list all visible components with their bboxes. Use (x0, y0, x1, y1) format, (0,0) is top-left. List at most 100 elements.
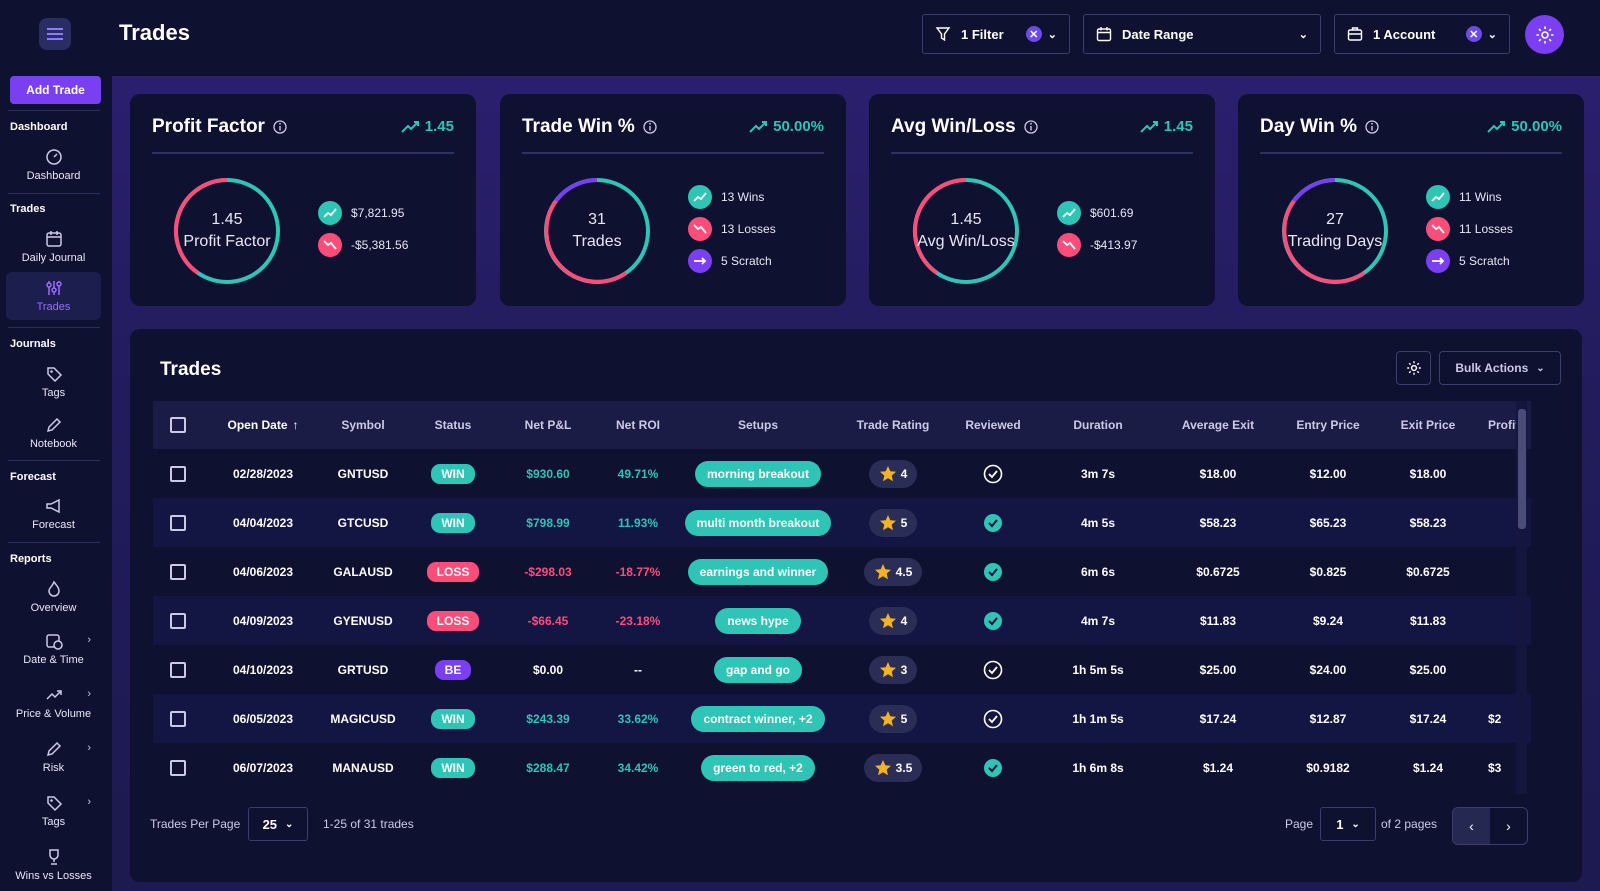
sidebar-item-price-volume[interactable]: Price & Volume › (6, 686, 101, 720)
cell-reviewed[interactable] (948, 449, 1038, 498)
tag-icon (46, 796, 62, 812)
settings-button[interactable] (1525, 15, 1564, 54)
date-range-button[interactable]: Date Range ⌄ (1083, 14, 1321, 54)
row-checkbox[interactable] (169, 694, 187, 743)
col-setups[interactable]: Setups (737, 418, 778, 432)
card-metric-value: 1.45 (424, 118, 454, 135)
select-all-checkbox[interactable] (169, 401, 187, 449)
setup-tag[interactable]: multi month breakout (684, 509, 832, 536)
trend-up-icon (1426, 185, 1450, 209)
page-label: Page (1285, 817, 1314, 831)
sidebar-item-forecast[interactable]: Forecast (6, 497, 101, 531)
col-duration[interactable]: Duration (1073, 418, 1123, 432)
info-icon[interactable] (1024, 120, 1038, 134)
sidebar-item-date-time[interactable]: Date & Time › (6, 632, 101, 666)
table-row[interactable]: 06/07/2023 MANAUSD WIN $288.47 34.42% green t… (153, 743, 1531, 792)
setup-tag[interactable]: morning breakout (694, 460, 821, 487)
table-row[interactable]: 06/05/2023 MAGICUSD WIN $243.39 33.62% contra… (153, 694, 1531, 743)
cell-status: WIN (413, 743, 493, 792)
col-profit[interactable]: Profit (1488, 418, 1520, 432)
legend-text: 5 Scratch (721, 254, 772, 268)
col-average-exit[interactable]: Average Exit (1181, 418, 1255, 432)
cell-setup: multi month breakout (678, 498, 838, 547)
col-reviewed[interactable]: Reviewed (965, 418, 1021, 432)
sidebar-item-dashboard[interactable]: Dashboard (6, 148, 101, 182)
col-net-roi[interactable]: Net ROI (615, 418, 660, 432)
cell-reviewed[interactable] (948, 547, 1038, 596)
sidebar-item-risk[interactable]: Risk › (6, 740, 101, 774)
star-icon (879, 710, 896, 726)
row-checkbox[interactable] (169, 743, 187, 792)
sidebar-item-trades[interactable]: Trades (6, 272, 101, 320)
menu-toggle-button[interactable] (39, 18, 71, 50)
col-open-date[interactable]: Open Date ↑ (213, 401, 313, 449)
cell-duration: 4m 5s (1080, 515, 1116, 530)
row-checkbox[interactable] (169, 645, 187, 694)
sidebar-item-wins-losses[interactable]: Wins vs Losses (6, 848, 101, 882)
info-icon[interactable] (1365, 120, 1379, 134)
cell-reviewed[interactable] (948, 694, 1038, 743)
clear-account-icon[interactable]: ✕ (1465, 26, 1482, 42)
prev-page-button[interactable]: ‹ (1453, 808, 1490, 844)
col-entry-price[interactable]: Entry Price (1296, 418, 1360, 432)
bulk-actions-button[interactable]: Bulk Actions ⌄ (1439, 351, 1561, 385)
setup-tag[interactable]: news hype (715, 607, 801, 634)
setup-tag[interactable]: earnings and winner (687, 558, 829, 585)
gauge-label: Profit Factor (183, 233, 271, 250)
page-select[interactable]: 1 ⌄ (1320, 807, 1376, 841)
cell-reviewed[interactable] (948, 596, 1038, 645)
gauge-value: 27 (1326, 211, 1344, 228)
edit-icon (46, 417, 61, 433)
clear-filter-icon[interactable]: ✕ (1025, 26, 1042, 42)
cell-net-roi: 33.62% (617, 711, 659, 726)
col-trade-rating[interactable]: Trade Rating (856, 418, 930, 432)
setup-tag[interactable]: contract winner, +2 (691, 705, 825, 732)
row-checkbox[interactable] (169, 596, 187, 645)
table-row[interactable]: 04/10/2023 GRTUSD BE $0.00 -- gap and go 3 1h 5… (153, 645, 1531, 694)
next-page-button[interactable]: › (1490, 808, 1527, 844)
per-page-select[interactable]: 25 ⌄ (248, 807, 308, 841)
add-trade-button[interactable]: Add Trade (10, 76, 101, 104)
cell-rating: 4 (843, 596, 943, 645)
legend-text: 13 Losses (721, 222, 776, 236)
table-row[interactable]: 04/09/2023 GYENUSD LOSS -$66.45 -23.18% news … (153, 596, 1531, 645)
table-scrollbar-thumb[interactable] (1518, 409, 1526, 529)
setup-tag[interactable]: gap and go (714, 656, 802, 683)
col-exit-price[interactable]: Exit Price (1400, 418, 1456, 432)
star-icon (879, 661, 896, 677)
sidebar-item-notebook[interactable]: Notebook (6, 416, 101, 450)
table-row[interactable]: 04/06/2023 GALAUSD LOSS -$298.03 -18.77% earn… (153, 547, 1531, 596)
account-button[interactable]: 1 Account ✕ ⌄ (1334, 14, 1510, 54)
card-title: Trade Win % (522, 116, 657, 138)
filter-button[interactable]: 1 Filter ✕ ⌄ (922, 14, 1070, 54)
card-trade-win: Trade Win % 50.00% 31 Trades 13 Wins 13 L… (500, 94, 846, 306)
row-checkbox[interactable] (169, 498, 187, 547)
page-title: Trades (119, 20, 190, 45)
col-symbol[interactable]: Symbol (341, 418, 385, 432)
cell-reviewed[interactable] (948, 743, 1038, 792)
rating-badge: 3 (868, 655, 918, 684)
briefcase-icon (1347, 27, 1363, 41)
sidebar-item-tags[interactable]: Tags (6, 365, 101, 399)
col-status[interactable]: Status (434, 418, 472, 432)
sidebar-item-tags-report[interactable]: Tags › (6, 794, 101, 828)
table-row[interactable]: 04/04/2023 GTCUSD WIN $798.99 11.93% multi mo… (153, 498, 1531, 547)
card-avg-win-loss: Avg Win/Loss 1.45 1.45 Avg Win/Loss $601.… (869, 94, 1215, 306)
sidebar-item-daily-journal[interactable]: Daily Journal (6, 230, 101, 264)
cell-reviewed[interactable] (948, 645, 1038, 694)
table-row[interactable]: 02/28/2023 GNTUSD WIN $930.60 49.71% morning … (153, 449, 1531, 498)
info-icon[interactable] (643, 120, 657, 134)
row-checkbox[interactable] (169, 449, 187, 498)
cell-duration: 1h 5m 5s (1072, 662, 1124, 677)
row-checkbox[interactable] (169, 547, 187, 596)
table-scrollbar[interactable] (1516, 401, 1527, 794)
table-settings-button[interactable] (1396, 351, 1431, 385)
col-net-pl[interactable]: Net P&L (524, 418, 572, 432)
sidebar-item-overview[interactable]: Overview (6, 580, 101, 614)
table-footer: Trades Per Page 25 ⌄ 1-25 of 31 trades Pa… (130, 807, 1582, 847)
cell-exit-price: $58.23 (1409, 515, 1447, 530)
sidebar-item-label: Tags (41, 387, 66, 399)
setup-tag[interactable]: green to red, +2 (701, 754, 815, 781)
cell-reviewed[interactable] (948, 498, 1038, 547)
info-icon[interactable] (273, 120, 287, 134)
